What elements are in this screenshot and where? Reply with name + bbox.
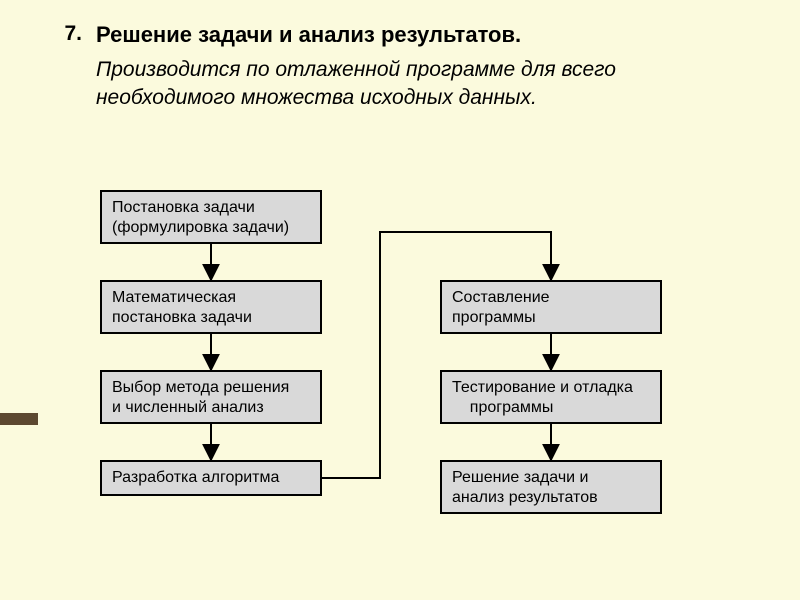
flowchart-node: Выбор метода решения и численный анализ [100,370,322,424]
sidebar-accent-bar [0,413,38,425]
flowchart-node: Составление программы [440,280,662,334]
flowchart-node: Тестирование и отладка программы [440,370,662,424]
list-item-7: 7. Решение задачи и анализ результатов. [58,22,770,48]
item-description: Производится по отлаженной программе для… [96,56,676,113]
flowchart: Постановка задачи (формулировка задачи) М… [100,190,720,570]
flowchart-node: Математическая постановка задачи [100,280,322,334]
flowchart-node: Постановка задачи (формулировка задачи) [100,190,322,244]
item-title: Решение задачи и анализ результатов. [96,22,521,48]
item-number: 7. [58,22,82,48]
flowchart-node: Разработка алгоритма [100,460,322,496]
flowchart-node: Решение задачи и анализ результатов [440,460,662,514]
content-area: 7. Решение задачи и анализ результатов. … [58,22,770,113]
